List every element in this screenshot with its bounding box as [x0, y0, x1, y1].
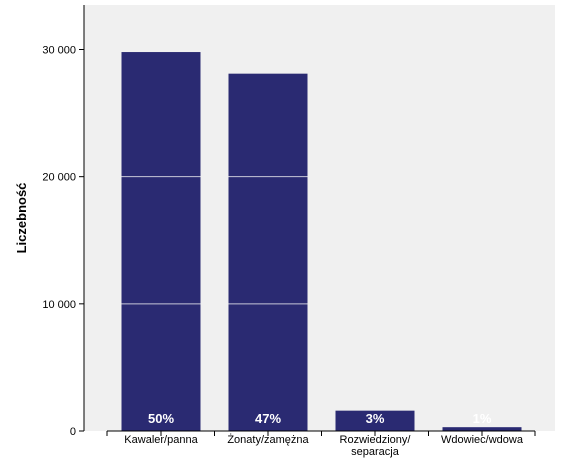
bar — [335, 410, 415, 431]
y-tick-label: 20 000 — [42, 172, 76, 184]
data-label: 47% — [255, 411, 281, 426]
bar — [442, 427, 522, 431]
bar — [121, 52, 201, 431]
x-tick-label: Kawaler/panna — [124, 434, 198, 446]
x-tick-label: Rozwiedziony/separacja — [340, 434, 412, 458]
axes-layer: 0 10 000 20 000 30 000 Kawaler/panna Żonaty/z… — [42, 5, 536, 458]
data-label: 50% — [148, 411, 174, 426]
data-label: 3% — [366, 411, 385, 426]
x-tick-label: Żonaty/zamężna — [227, 433, 309, 446]
y-tick-label: 30 000 — [42, 45, 76, 57]
y-tick-label: 10 000 — [42, 299, 76, 311]
gridlines-layer — [121, 176, 308, 305]
bar — [228, 73, 308, 432]
bars-layer — [121, 52, 522, 432]
y-tick-label: 0 — [70, 426, 76, 438]
y-axis-label: Liczebność — [14, 183, 29, 254]
x-tick-label: Wdowiec/wdowa — [441, 434, 524, 446]
data-labels-layer: 50% 47% 3% 1% — [148, 411, 492, 426]
data-label: 1% — [473, 411, 492, 426]
